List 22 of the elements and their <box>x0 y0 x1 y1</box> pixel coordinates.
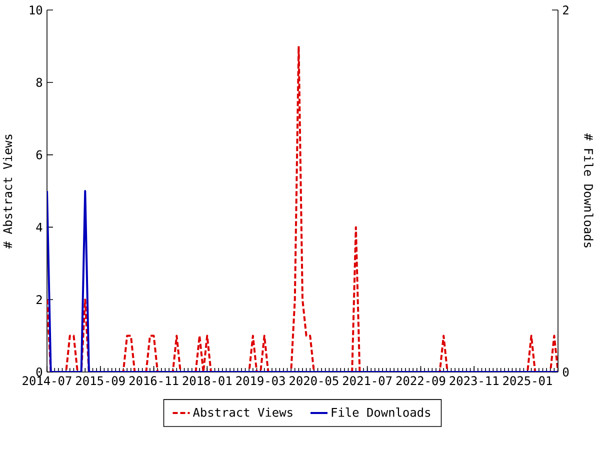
x-tick-label: 2020-05 <box>290 376 338 386</box>
legend-label: File Downloads <box>332 408 430 417</box>
y-tick-label: 8 <box>36 78 42 87</box>
legend-label: Abstract Views <box>192 408 292 417</box>
x-tick-label: 2014-07 <box>22 376 72 386</box>
y2-tick-label: 0 <box>562 367 569 377</box>
y-tick-label: 10 <box>30 5 42 15</box>
x-tick-label: 2022-09 <box>396 376 446 386</box>
y2-axis-title: # File Downloads <box>584 133 594 248</box>
x-tick-label: 2015-09 <box>76 376 125 386</box>
x-tick-label: 2021-07 <box>343 376 392 386</box>
x-tick-label: 2023-11 <box>450 376 498 386</box>
y-tick-label: 6 <box>36 150 42 160</box>
y-tick-label: 0 <box>36 367 42 377</box>
y-axis-title: # Abstract Views <box>2 134 12 249</box>
x-tick-label: 2025-01 <box>503 376 552 386</box>
x-tick-label: 2019-03 <box>236 376 285 386</box>
y-tick-label: 2 <box>36 295 42 304</box>
x-tick-label: 2016-11 <box>129 376 178 386</box>
y2-tick-label: 2 <box>563 6 568 14</box>
y-tick-label: 4 <box>36 222 42 232</box>
x-tick-label: 2018-01 <box>182 376 232 386</box>
